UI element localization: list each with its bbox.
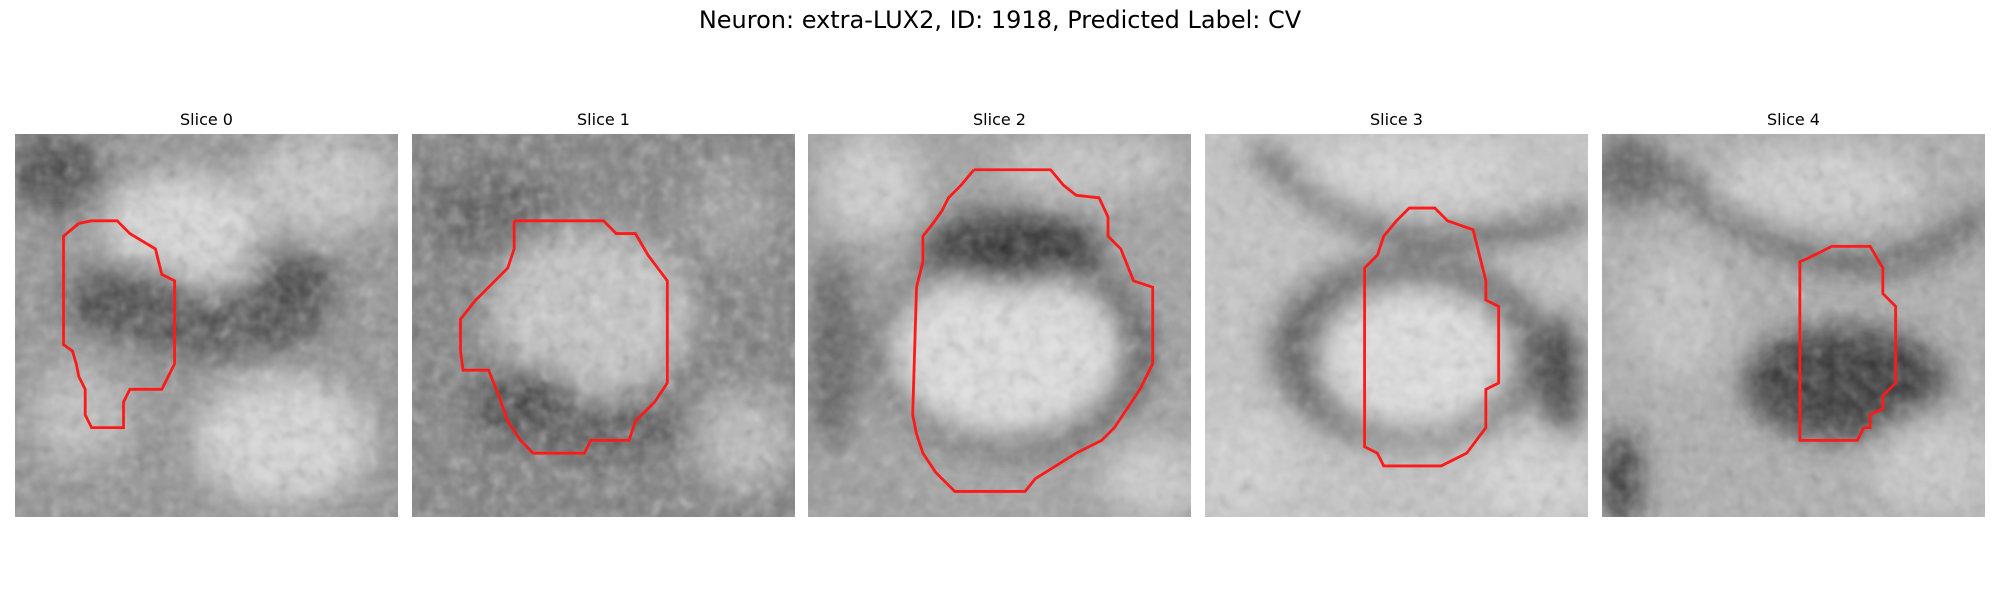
slice-panel-0: Slice 0 [15,108,398,517]
roi-outline-0 [62,219,176,430]
slice-image-3 [1205,134,1588,517]
slice-title-1: Slice 1 [577,110,630,129]
slice-panel-1: Slice 1 [412,108,795,517]
figure-title: Neuron: extra-LUX2, ID: 1918, Predicted … [698,6,1302,34]
slice-panel-3: Slice 3 [1205,108,1588,517]
slice-image-0 [15,134,398,517]
slice-image-2 [808,134,1191,517]
slice-title-4: Slice 4 [1767,110,1820,129]
slice-image-1 [412,134,795,517]
slice-title-2: Slice 2 [973,110,1026,129]
roi-outline-1 [459,219,669,455]
roi-outline-4 [1798,244,1898,442]
slice-panel-4: Slice 4 [1602,108,1985,517]
slice-title-3: Slice 3 [1370,110,1423,129]
roi-outline-3 [1363,206,1501,468]
slice-panel-2: Slice 2 [808,108,1191,517]
slice-image-4 [1602,134,1985,517]
slice-title-0: Slice 0 [180,110,233,129]
roi-outline-2 [911,168,1155,493]
